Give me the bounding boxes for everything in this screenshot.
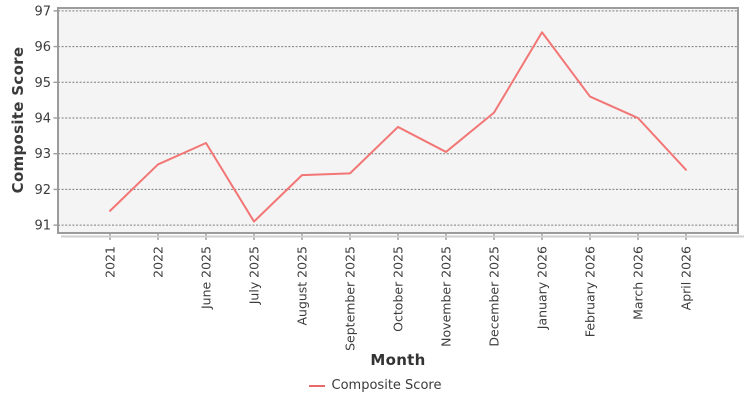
x-tick-label: September 2025 — [343, 246, 358, 351]
y-tick-label: 91 — [34, 219, 51, 234]
x-tick-label: March 2026 — [631, 246, 646, 320]
legend: Composite Score — [0, 378, 750, 393]
y-axis-title: Composite Score — [9, 46, 27, 194]
x-tick-label: February 2026 — [583, 246, 598, 337]
x-tick-label: July 2025 — [247, 246, 262, 305]
y-tick-label: 92 — [34, 183, 51, 198]
x-axis-title: Month — [370, 351, 426, 369]
x-tick-label: 2021 — [103, 246, 118, 278]
y-tick-label: 97 — [34, 4, 51, 19]
y-tick-label: 95 — [34, 76, 51, 91]
x-tick-label: 2022 — [151, 246, 166, 278]
y-tick-label: 94 — [34, 112, 51, 127]
series-line-composite-score — [109, 31, 687, 223]
x-tick-label: November 2025 — [439, 246, 454, 347]
legend-label: Composite Score — [331, 378, 442, 393]
y-tick-label: 96 — [34, 40, 51, 55]
plot-area-bg — [58, 8, 738, 233]
x-tick-label: October 2025 — [391, 246, 406, 332]
x-tick-label: April 2026 — [679, 246, 694, 310]
legend-line-swatch — [308, 384, 325, 387]
x-tick-label: December 2025 — [487, 246, 502, 347]
y-tick-label: 93 — [34, 147, 51, 162]
x-tick-label: June 2025 — [199, 246, 214, 310]
plot-border — [57, 7, 739, 234]
x-tick-label: August 2025 — [295, 246, 310, 326]
x-tick-label: January 2026 — [535, 246, 550, 330]
